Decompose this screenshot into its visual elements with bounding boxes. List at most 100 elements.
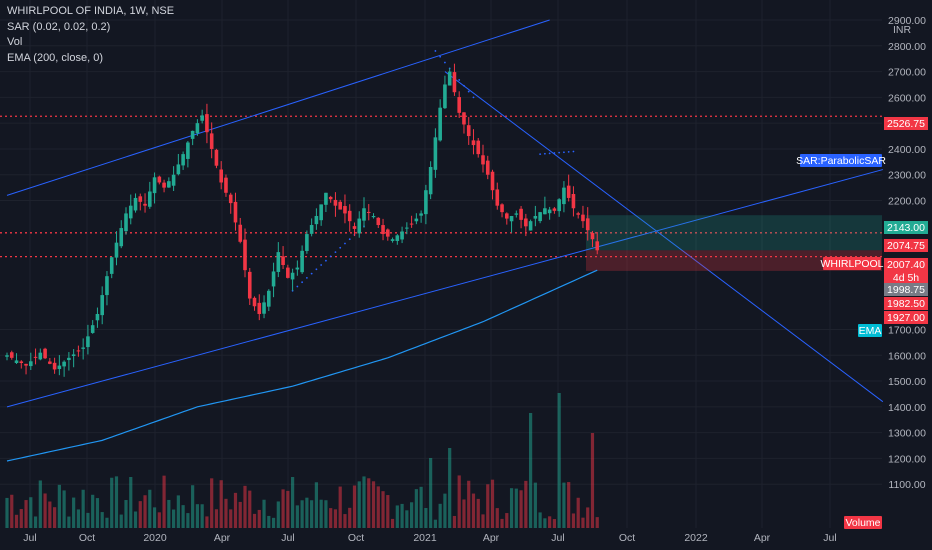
candle-body xyxy=(81,347,85,349)
y-axis-label: 1100.00 xyxy=(888,479,925,491)
candle-body xyxy=(86,336,90,348)
legend-sar[interactable]: SAR (0.02, 0.02, 0.2) xyxy=(7,20,111,33)
candle-body xyxy=(100,295,104,316)
volume-bar xyxy=(576,497,580,528)
volume-bar xyxy=(448,448,452,528)
candle-body xyxy=(109,257,114,274)
candle-body xyxy=(505,213,509,219)
candle-body xyxy=(209,133,214,149)
trend-line[interactable] xyxy=(444,71,884,403)
series-tag[interactable] xyxy=(844,516,882,529)
volume-bar xyxy=(110,477,114,528)
volume-bar xyxy=(395,505,399,528)
candle-body xyxy=(138,196,143,202)
legend-symbol[interactable]: WHIRLPOOL OF INDIA, 1W, NSE xyxy=(7,5,175,17)
price-tag[interactable] xyxy=(884,283,928,296)
price-tag[interactable] xyxy=(884,271,928,284)
volume-bar xyxy=(252,513,257,528)
currency-label: INR xyxy=(893,24,912,36)
volume-bar xyxy=(72,497,76,528)
legend-vol[interactable]: Vol xyxy=(7,36,23,48)
candle-body xyxy=(481,155,485,165)
candle-body xyxy=(476,140,481,155)
candle-body xyxy=(162,182,166,188)
series-tag[interactable] xyxy=(800,154,882,167)
volume-bar xyxy=(509,488,514,528)
candle-body xyxy=(57,365,62,370)
volume-bar xyxy=(248,490,252,528)
volume-bar xyxy=(519,490,523,528)
price-tag-label: 2074.75 xyxy=(887,240,925,252)
candle-body xyxy=(219,169,223,183)
volume-bar xyxy=(129,476,133,528)
candle-body xyxy=(76,350,81,352)
volume-bar xyxy=(462,499,466,528)
sar-dot xyxy=(301,281,304,284)
volume-bar xyxy=(291,477,295,528)
volume-bar xyxy=(529,413,533,528)
series-tag[interactable] xyxy=(823,257,881,270)
trend-line[interactable] xyxy=(6,19,550,196)
volume-bar xyxy=(571,513,576,528)
volume-bar xyxy=(295,505,299,528)
sar-dot xyxy=(325,259,327,262)
candle-body xyxy=(157,176,162,183)
position-target-zone[interactable] xyxy=(586,215,882,251)
candle-body xyxy=(581,214,585,222)
volume-bar xyxy=(376,486,380,528)
volume-bar xyxy=(152,507,157,528)
price-tag[interactable] xyxy=(884,297,928,310)
x-axis-label: 2020 xyxy=(143,532,167,544)
volume-bar xyxy=(257,509,261,528)
series-tag-label: WHIRLPOOL xyxy=(820,258,883,270)
volume-bar xyxy=(314,482,318,528)
volume-bar xyxy=(186,513,190,528)
series-tag[interactable] xyxy=(858,324,882,337)
x-axis-label: Apr xyxy=(214,532,231,544)
candle-body xyxy=(257,302,262,314)
sar-dot xyxy=(444,61,446,64)
volume-bar xyxy=(533,482,537,528)
candle-body xyxy=(181,154,185,166)
price-tag[interactable] xyxy=(884,258,928,271)
sar-dot xyxy=(458,79,461,81)
candle-body xyxy=(309,225,314,234)
volume-bar xyxy=(367,478,371,528)
candle-body xyxy=(338,201,342,210)
price-tag[interactable] xyxy=(884,239,928,252)
sar-dot xyxy=(439,55,442,58)
price-tag[interactable] xyxy=(884,311,928,324)
candle-body xyxy=(357,218,362,234)
trend-line[interactable] xyxy=(6,169,883,408)
price-tag[interactable] xyxy=(884,221,928,234)
sar-dot xyxy=(563,151,565,154)
candle-body xyxy=(447,71,452,86)
candle-body xyxy=(105,276,109,296)
candle-body xyxy=(509,216,514,222)
price-tag-label: 2007.40 xyxy=(887,259,925,271)
candle-body xyxy=(595,241,600,251)
volume-bar xyxy=(548,516,552,528)
price-tag[interactable] xyxy=(884,117,928,130)
candle-body xyxy=(286,267,290,278)
volume-bar xyxy=(419,486,423,528)
candle-body xyxy=(114,242,119,258)
volume-bar xyxy=(195,504,199,528)
volume-bar xyxy=(443,493,447,528)
candle-body xyxy=(347,210,352,222)
candle-body xyxy=(386,229,390,237)
candle-body xyxy=(485,160,490,175)
series-tag-label: Volume xyxy=(845,517,880,529)
volume-bar xyxy=(371,481,376,528)
legend-ema[interactable]: EMA (200, close, 0) xyxy=(7,51,103,64)
volume-bar xyxy=(490,479,495,528)
volume-bar xyxy=(424,507,428,528)
volume-bar xyxy=(176,495,180,528)
volume-bar xyxy=(433,519,437,528)
candle-body xyxy=(214,149,219,166)
candle-body xyxy=(171,174,176,186)
candle-body xyxy=(176,164,181,175)
volume-bar xyxy=(476,498,480,528)
position-stop-zone[interactable] xyxy=(586,250,882,271)
